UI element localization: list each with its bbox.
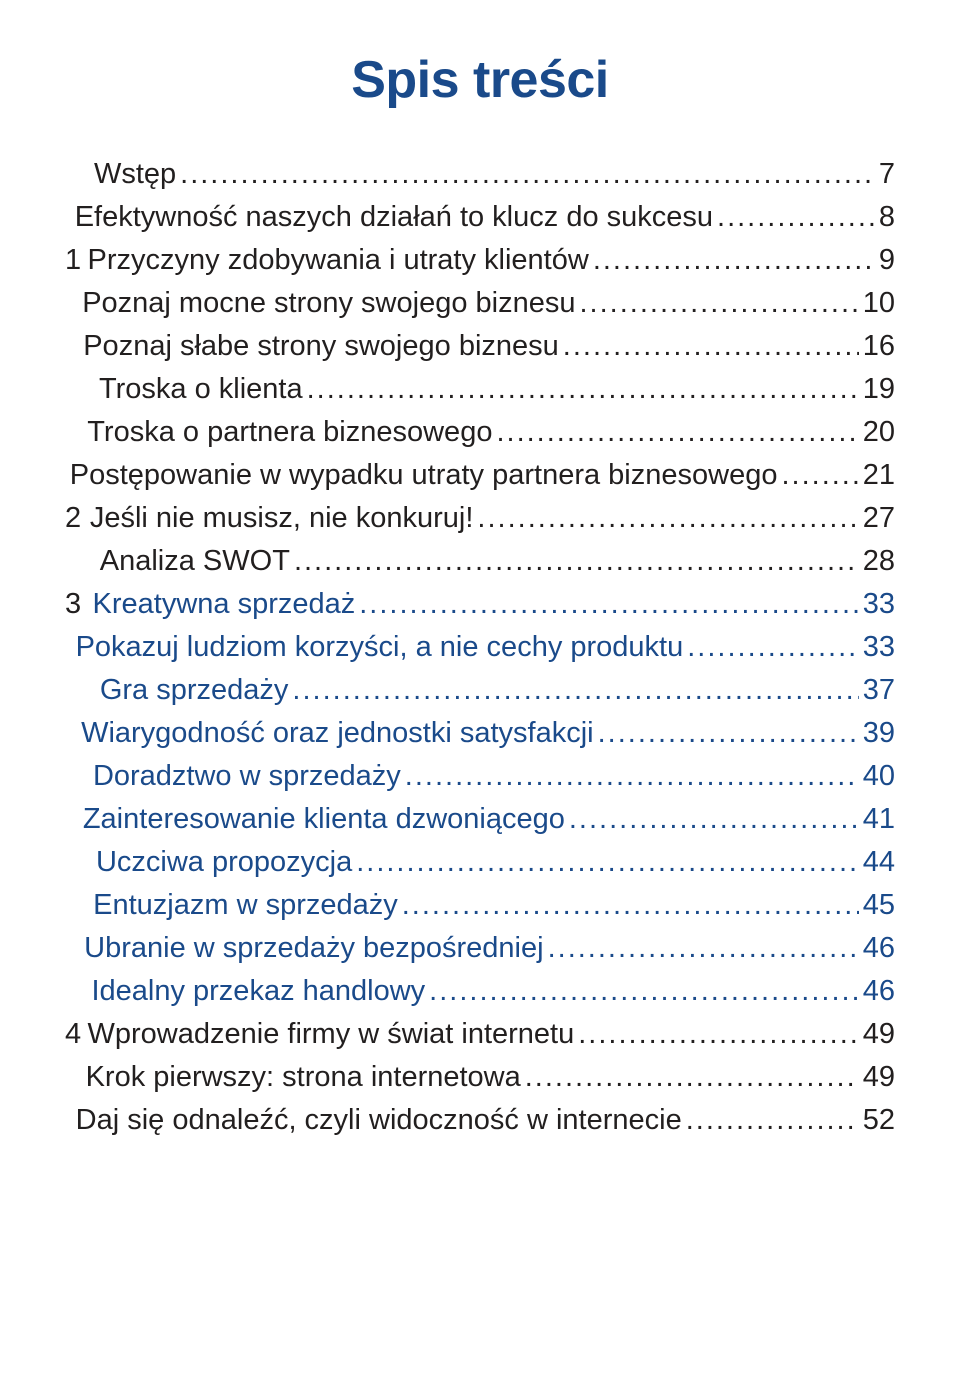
- toc-page-number: 10: [863, 287, 895, 320]
- toc-entry-label: Jeśli nie musisz, nie konkuruj!: [90, 502, 474, 535]
- toc-page-number: 19: [863, 373, 895, 406]
- toc-leader-dots: [687, 631, 859, 664]
- toc-leader-dots: [180, 158, 875, 191]
- toc-entry: 1Przyczyny zdobywania i utraty klientów 9: [65, 244, 895, 277]
- toc-leader-dots: [569, 803, 859, 836]
- toc-page-number: 9: [879, 244, 895, 277]
- toc-page-number: 49: [863, 1061, 895, 1094]
- toc-leader-dots: [525, 1061, 859, 1094]
- toc-leader-dots: [548, 932, 859, 965]
- toc-entry-label: Efektywność naszych działań to klucz do …: [75, 201, 713, 234]
- toc-chapter-number: 1: [65, 244, 81, 277]
- toc-entry: Analiza SWOT 28: [65, 545, 895, 578]
- toc-page-number: 21: [863, 459, 895, 492]
- toc-entry: Wstęp 7: [65, 158, 895, 191]
- toc-entry[interactable]: Idealny przekaz handlowy 46: [65, 975, 895, 1008]
- toc-leader-dots: [405, 760, 859, 793]
- toc-page-number: 44: [863, 846, 895, 879]
- toc-leader-dots: [579, 287, 858, 320]
- toc-entry-label: Wiarygodność oraz jednostki satysfakcji: [81, 717, 594, 750]
- toc-entry: Daj się odnaleźć, czyli widoczność w int…: [65, 1104, 895, 1137]
- toc-leader-dots: [496, 416, 858, 449]
- toc-page-number: 46: [863, 975, 895, 1008]
- toc-entry-label: Troska o klienta: [99, 373, 303, 406]
- toc-page-number: 39: [863, 717, 895, 750]
- toc-entry: 2 Jeśli nie musisz, nie konkuruj! 27: [65, 502, 895, 535]
- toc-entry[interactable]: Gra sprzedaży 37: [65, 674, 895, 707]
- toc-entry[interactable]: Pokazuj ludziom korzyści, a nie cechy pr…: [65, 631, 895, 664]
- toc-leader-dots: [563, 330, 859, 363]
- toc-entry-label: Analiza SWOT: [100, 545, 290, 578]
- toc-page-number: 8: [879, 201, 895, 234]
- toc-page-number: 46: [863, 932, 895, 965]
- toc-entry: Troska o klienta 19: [65, 373, 895, 406]
- toc-chapter-number: 4: [65, 1018, 81, 1051]
- toc-entry-label: Krok pierwszy: strona internetowa: [86, 1061, 521, 1094]
- toc-leader-dots: [477, 502, 858, 535]
- toc-entry: Troska o partnera biznesowego 20: [65, 416, 895, 449]
- toc-page-number: 7: [879, 158, 895, 191]
- toc-page-number: 33: [863, 631, 895, 664]
- toc-page-number: 20: [863, 416, 895, 449]
- toc-entry-label: Postępowanie w wypadku utraty partnera b…: [70, 459, 778, 492]
- toc-entry: 4Wprowadzenie firmy w świat internetu 49: [65, 1018, 895, 1051]
- toc-entry-label: Poznaj mocne strony swojego biznesu: [82, 287, 575, 320]
- toc-leader-dots: [359, 588, 858, 621]
- toc-entry[interactable]: Doradztwo w sprzedaży 40: [65, 760, 895, 793]
- toc-leader-dots: [429, 975, 859, 1008]
- toc-leader-dots: [307, 373, 859, 406]
- toc-page-number: 49: [863, 1018, 895, 1051]
- toc-chapter-number: 3: [65, 588, 81, 621]
- toc-page-number: 27: [863, 502, 895, 535]
- table-of-contents: Wstęp 7 Efektywność naszych działań to klu…: [65, 158, 895, 1137]
- toc-page-number: 28: [863, 545, 895, 578]
- toc-entry-label: Uczciwa propozycja: [96, 846, 352, 879]
- toc-leader-dots: [686, 1104, 859, 1137]
- toc-leader-dots: [717, 201, 875, 234]
- toc-leader-dots: [356, 846, 859, 879]
- toc-entry[interactable]: Uczciwa propozycja 44: [65, 846, 895, 879]
- toc-leader-dots: [294, 545, 859, 578]
- toc-leader-dots: [593, 244, 875, 277]
- toc-entry-label: Wprowadzenie firmy w świat internetu: [88, 1018, 575, 1051]
- toc-entry[interactable]: Wiarygodność oraz jednostki satysfakcji 3…: [65, 717, 895, 750]
- toc-chapter-number: 2: [65, 502, 81, 535]
- toc-entry-label: Przyczyny zdobywania i utraty klientów: [88, 244, 589, 277]
- toc-leader-dots: [402, 889, 859, 922]
- toc-entry-label: Zainteresowanie klienta dzwoniącego: [83, 803, 565, 836]
- toc-page-number: 16: [863, 330, 895, 363]
- toc-page-number: 45: [863, 889, 895, 922]
- page-title: Spis treści: [65, 50, 895, 110]
- toc-entry-label: Idealny przekaz handlowy: [91, 975, 425, 1008]
- toc-entry: Poznaj mocne strony swojego biznesu 10: [65, 287, 895, 320]
- toc-entry-label: Doradztwo w sprzedaży: [93, 760, 401, 793]
- toc-entry-label: Entuzjazm w sprzedaży: [93, 889, 398, 922]
- toc-entry: Efektywność naszych działań to klucz do …: [65, 201, 895, 234]
- toc-entry-label: Poznaj słabe strony swojego biznesu: [83, 330, 559, 363]
- toc-page-number: 40: [863, 760, 895, 793]
- toc-leader-dots: [598, 717, 859, 750]
- toc-entry-label: Troska o partnera biznesowego: [87, 416, 492, 449]
- toc-page-number: 41: [863, 803, 895, 836]
- toc-entry[interactable]: Entuzjazm w sprzedaży 45: [65, 889, 895, 922]
- toc-entry-label: Wstęp: [94, 158, 176, 191]
- toc-entry: Postępowanie w wypadku utraty partnera b…: [65, 459, 895, 492]
- toc-page-number: 33: [863, 588, 895, 621]
- toc-entry-label: Gra sprzedaży: [100, 674, 289, 707]
- toc-page-number: 52: [863, 1104, 895, 1137]
- toc-entry: Poznaj słabe strony swojego biznesu 16: [65, 330, 895, 363]
- toc-leader-dots: [578, 1018, 858, 1051]
- toc-leader-dots: [781, 459, 858, 492]
- toc-entry[interactable]: Zainteresowanie klienta dzwoniącego 41: [65, 803, 895, 836]
- toc-entry-label: Pokazuj ludziom korzyści, a nie cechy pr…: [76, 631, 684, 664]
- toc-page-number: 37: [863, 674, 895, 707]
- toc-leader-dots: [292, 674, 858, 707]
- toc-entry-label: Kreatywna sprzedaż: [93, 588, 356, 621]
- toc-entry-label: Ubranie w sprzedaży bezpośredniej: [84, 932, 543, 965]
- toc-entry-label: Daj się odnaleźć, czyli widoczność w int…: [76, 1104, 682, 1137]
- toc-entry[interactable]: 3 Kreatywna sprzedaż 33: [65, 588, 895, 621]
- toc-entry[interactable]: Ubranie w sprzedaży bezpośredniej 46: [65, 932, 895, 965]
- toc-entry: Krok pierwszy: strona internetowa 49: [65, 1061, 895, 1094]
